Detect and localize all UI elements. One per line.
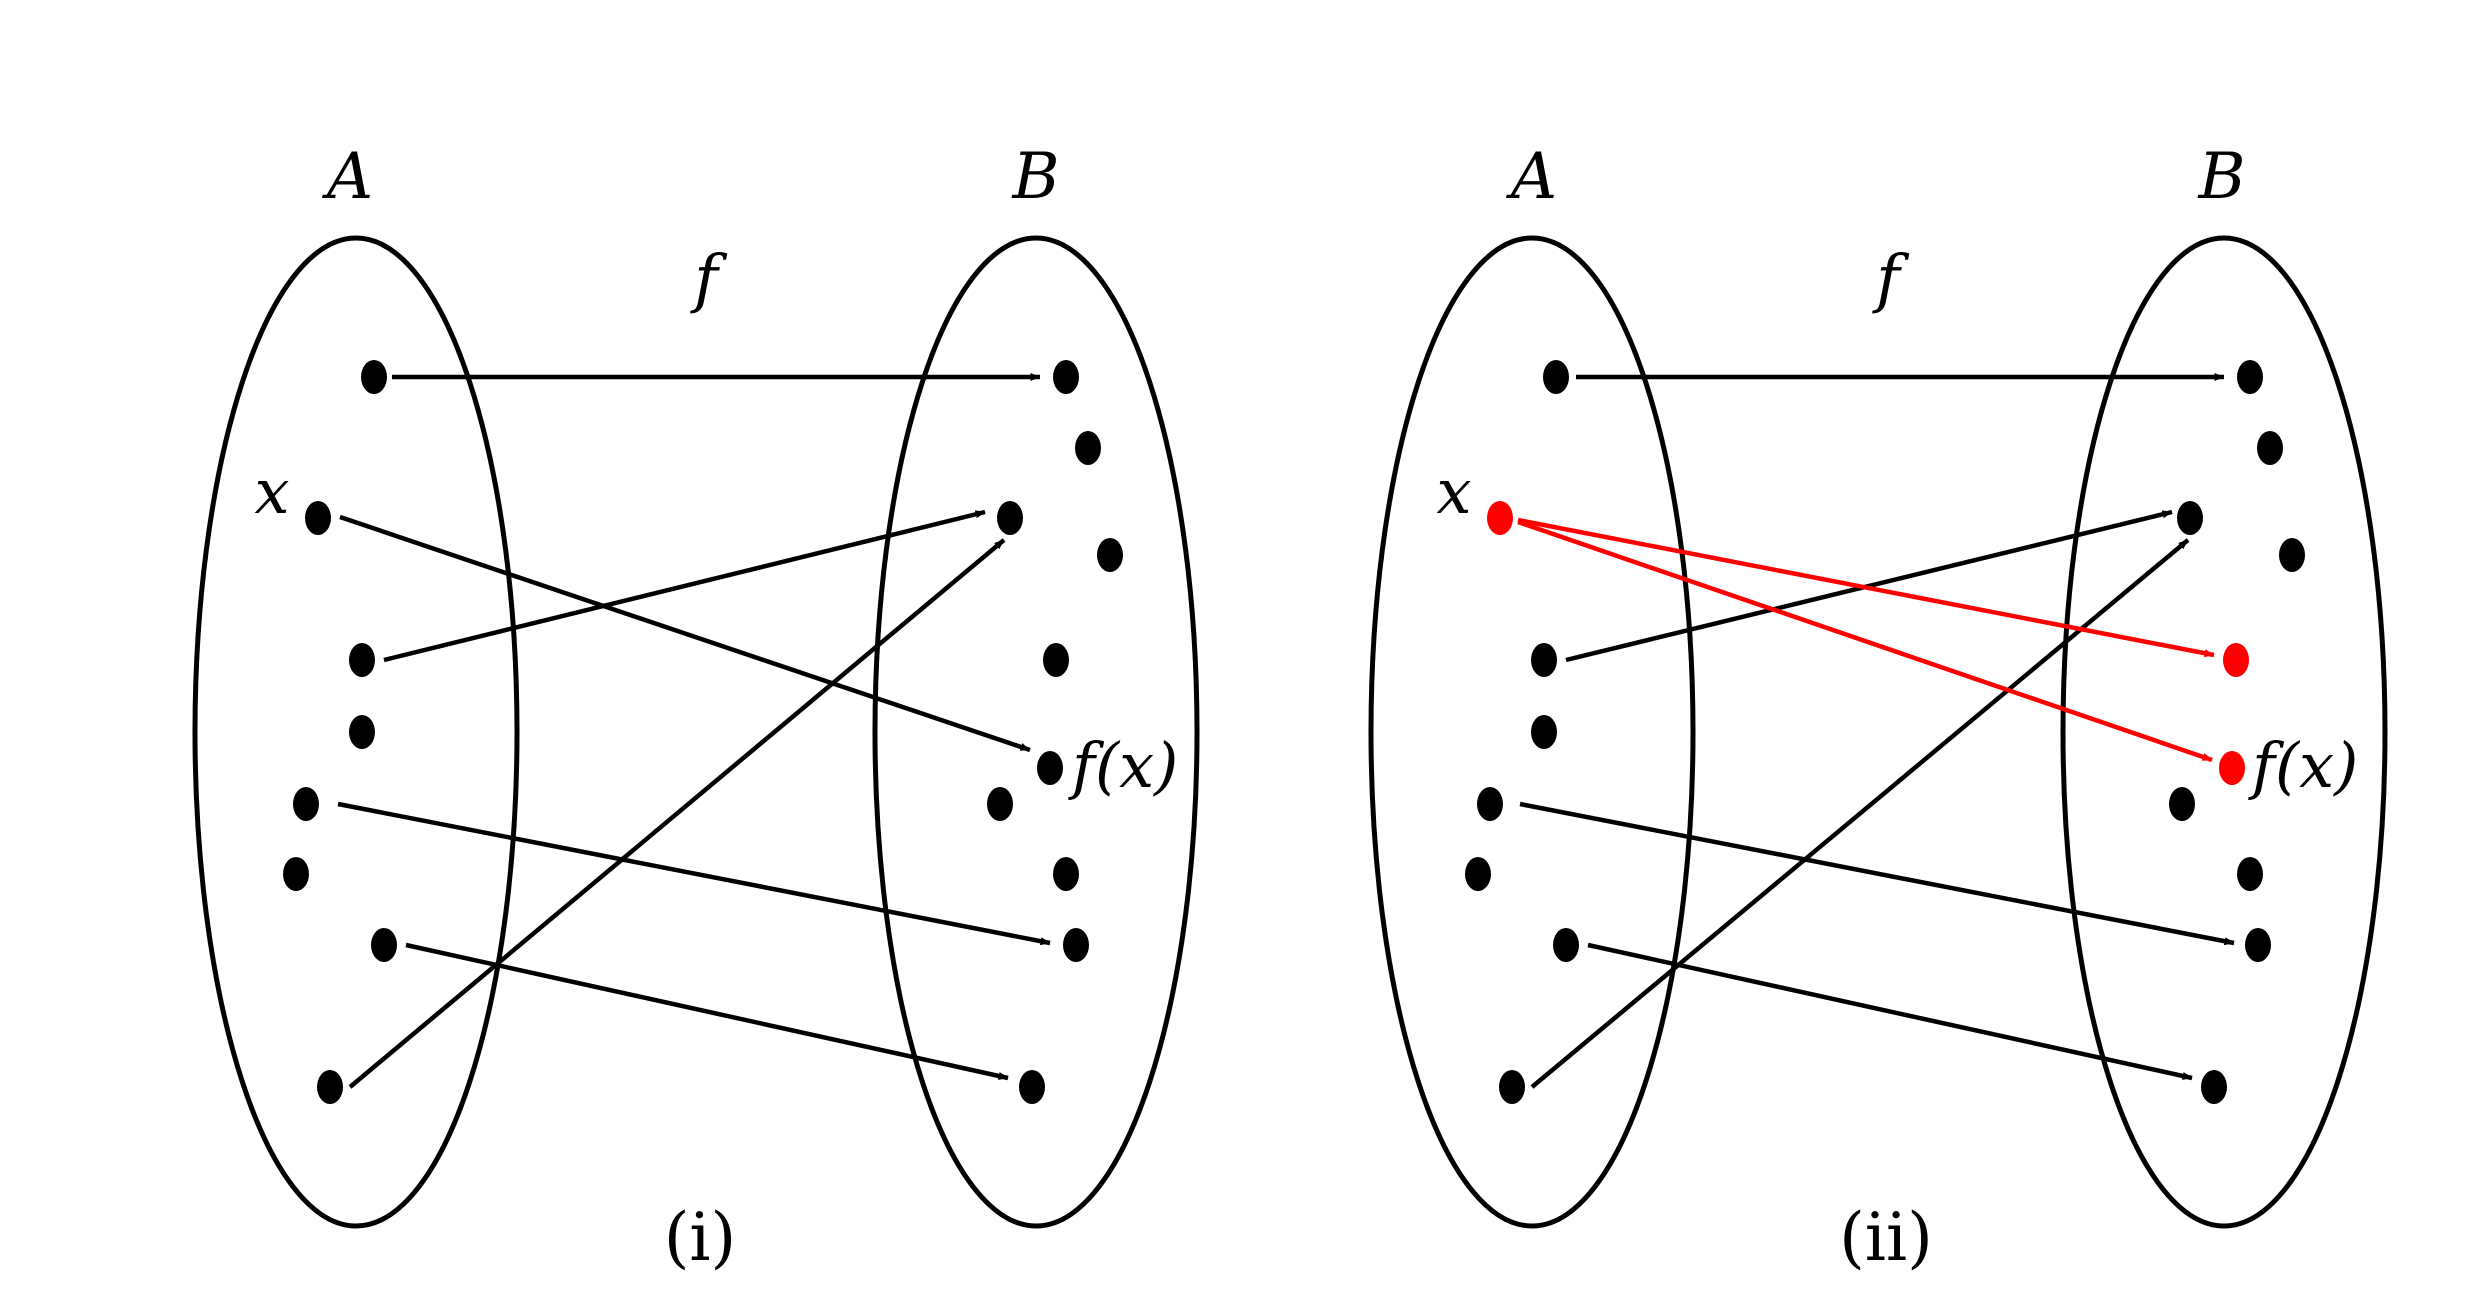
codomain-point: [1097, 538, 1123, 572]
domain-point: [349, 643, 375, 677]
codomain-point: [2177, 501, 2203, 535]
codomain-point: [2237, 360, 2263, 394]
image-label: f(x): [1068, 729, 1178, 802]
set-a-label: A: [1506, 140, 1557, 214]
codomain-point: [987, 787, 1013, 821]
codomain-point: [1019, 1070, 1045, 1104]
codomain-point: [2169, 787, 2195, 821]
caption: (i): [664, 1199, 737, 1276]
codomain-point: [2237, 857, 2263, 891]
domain-point: [1477, 787, 1503, 821]
codomain-point: [1053, 857, 1079, 891]
mapping-arrow: [383, 509, 986, 663]
domain-point: [1531, 643, 1557, 677]
panel-ii: A B f x f(x) (ii): [1368, 140, 2388, 1276]
codomain-point-fx: [2219, 751, 2245, 785]
set-b-oval: [872, 235, 1200, 1229]
codomain-point-highlighted: [2223, 643, 2249, 677]
highlighted-mapping-arrow: [1517, 517, 2215, 658]
domain-point: [283, 857, 309, 891]
mapping-arrow: [1519, 801, 2235, 946]
mapping-arrow: [405, 942, 1009, 1081]
caption: (ii): [1839, 1199, 1933, 1276]
domain-point: [1499, 1070, 1525, 1104]
codomain-point: [1043, 643, 1069, 677]
set-b-label: B: [1011, 140, 1059, 214]
domain-point: [1465, 857, 1491, 891]
domain-point: [349, 715, 375, 749]
domain-point: [1553, 928, 1579, 962]
domain-point: [371, 928, 397, 962]
highlighted-mapping-arrow: [1517, 519, 2213, 763]
mapping-arrow: [1587, 942, 2193, 1081]
domain-point-x: [305, 501, 331, 535]
element-label: x: [1437, 455, 1472, 528]
set-a-label: A: [322, 140, 373, 214]
element-label: x: [255, 455, 290, 528]
codomain-point: [1063, 928, 1089, 962]
set-a-oval: [192, 235, 520, 1229]
set-a-oval: [1368, 235, 1696, 1229]
panel-i: A B f x f(x) (i): [192, 140, 1200, 1276]
codomain-point: [2201, 1070, 2227, 1104]
codomain-point: [997, 501, 1023, 535]
mapping-arrow: [339, 514, 1031, 753]
domain-point: [361, 360, 387, 394]
codomain-point: [2257, 431, 2283, 465]
set-b-label: B: [2197, 140, 2245, 214]
domain-point: [1543, 360, 1569, 394]
domain-point: [1531, 715, 1557, 749]
mapping-arrow: [348, 538, 1006, 1089]
domain-point-x: [1487, 501, 1513, 535]
domain-point: [317, 1070, 343, 1104]
set-b-oval: [2060, 235, 2388, 1229]
codomain-point: [2245, 928, 2271, 962]
codomain-point: [1075, 431, 1101, 465]
function-label: f: [1872, 242, 1910, 316]
mapping-arrow: [1530, 538, 2190, 1089]
function-label: f: [690, 242, 728, 316]
image-label: f(x): [2248, 729, 2358, 802]
codomain-point-fx: [1037, 751, 1063, 785]
domain-point: [293, 787, 319, 821]
mapping-arrow: [337, 801, 1051, 946]
codomain-point: [1053, 360, 1079, 394]
codomain-point: [2279, 538, 2305, 572]
